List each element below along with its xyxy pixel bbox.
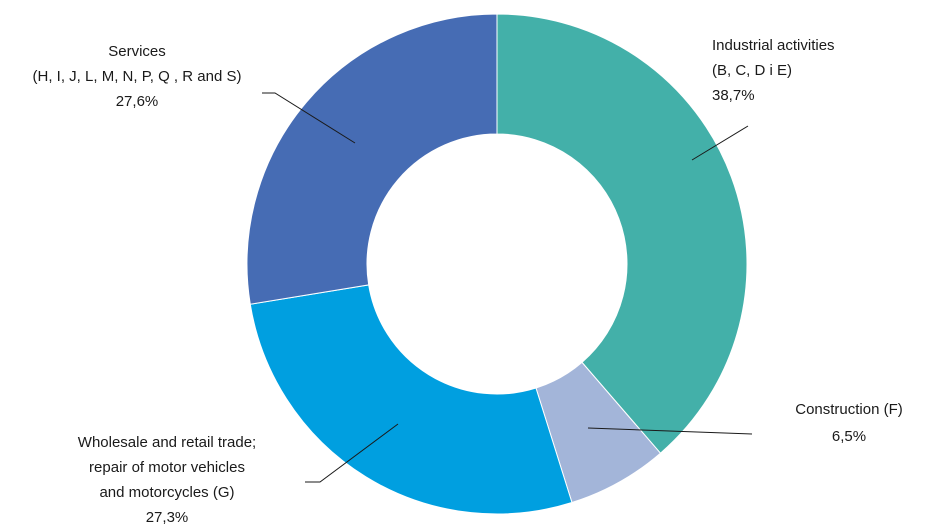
slice-label: (B, C, D i E) [712,62,792,79]
value-label: 6,5% [832,428,866,445]
value-label: 27,6% [116,93,159,110]
slice-label: Industrial activities [712,37,835,54]
slice-label: and motorcycles (G) [99,484,234,501]
value-label: 27,3% [146,509,189,526]
leader-line [587,427,753,435]
slice-label: repair of motor vehicles [89,459,245,476]
donut-slice [496,13,748,454]
slice-label: (H, I, J, L, M, N, P, Q , R and S) [33,68,242,85]
slice-label: Wholesale and retail trade; [78,434,256,451]
donut-slice [246,13,498,305]
value-label: 38,7% [712,87,755,104]
leader-line [305,423,399,483]
slice-label: Construction (F) [795,401,903,418]
donut-slice [249,284,573,515]
slice-label: Services [108,43,166,60]
leader-line [262,92,356,144]
leader-line [691,125,749,161]
